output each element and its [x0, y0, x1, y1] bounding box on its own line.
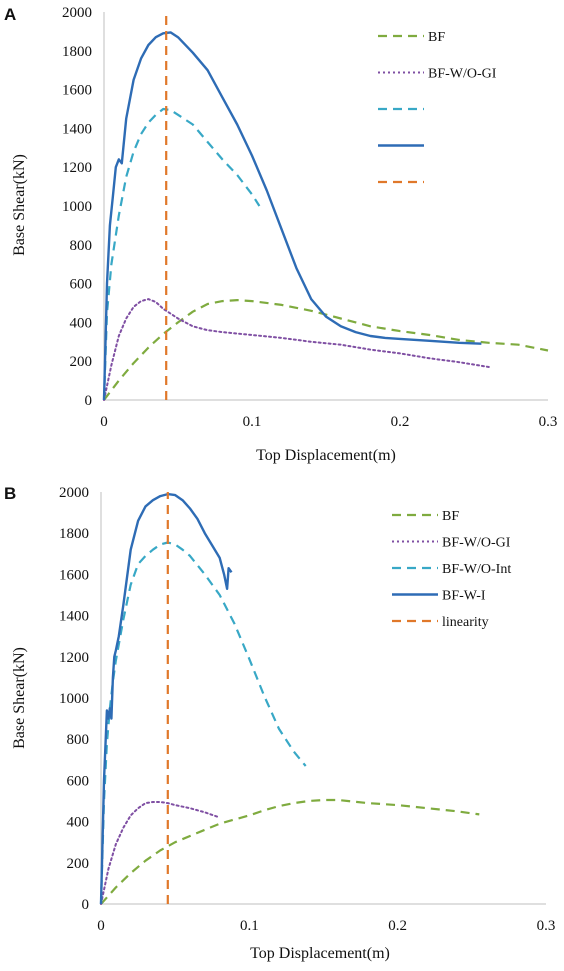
legend-label: linearity	[442, 615, 489, 630]
x-axis-title: Top Displacement(m)	[256, 447, 396, 464]
y-tick-label: 1800	[62, 44, 92, 60]
legend-label: BF-W/O-Int	[442, 562, 511, 577]
x-tick-label: 0.3	[539, 414, 558, 430]
y-tick-label: 1400	[62, 121, 92, 137]
legend-label: BF-W/O-GI	[428, 67, 497, 82]
series-line-bf	[100, 798, 480, 905]
y-axis-title: Base Shear(kN)	[11, 647, 28, 749]
y-tick-label: 1000	[62, 199, 92, 215]
x-tick-label: 0.2	[391, 414, 410, 430]
series-line-bf	[103, 299, 549, 401]
y-tick-label: 1400	[59, 609, 89, 625]
y-tick-label: 2000	[62, 5, 92, 21]
y-tick-label: 0	[85, 393, 93, 409]
y-tick-label: 1800	[59, 526, 89, 542]
series-line-bf-w-o-int	[102, 107, 261, 401]
y-tick-label: 1000	[59, 691, 89, 707]
y-tick-label: 1200	[59, 650, 89, 666]
y-tick-label: 400	[70, 315, 93, 331]
y-tick-label: 1600	[62, 83, 92, 99]
y-tick-label: 0	[82, 897, 90, 913]
y-tick-label: 200	[70, 354, 93, 370]
y-tick-label: 1600	[59, 567, 89, 583]
legend-label: BF-W/O-GI	[442, 536, 511, 551]
panel-letter: A	[4, 5, 16, 24]
series-line-bf-w-o-int	[99, 541, 307, 905]
x-tick-label: 0.1	[240, 918, 259, 934]
y-axis-title: Base Shear(kN)	[11, 154, 28, 256]
x-tick-label: 0.2	[388, 918, 407, 934]
legend-label: BF-W-I	[442, 589, 486, 604]
series-line-bf-w-i	[99, 492, 233, 905]
y-tick-label: 1200	[62, 160, 92, 176]
y-tick-label: 400	[67, 815, 90, 831]
y-tick-label: 600	[67, 773, 90, 789]
x-tick-label: 0.1	[243, 414, 262, 430]
chart-panel-b: B Base Shear(kN) Top Displacement(m) 0 20…	[4, 484, 555, 962]
y-tick-label: 800	[70, 238, 93, 254]
chart-panel-a: A Base Shear(kN) Top Displacement(m) 0 20…	[4, 5, 557, 464]
x-tick-label: 0	[97, 918, 105, 934]
x-tick-label: 0	[100, 414, 108, 430]
series-line-bf-w-i	[102, 31, 482, 401]
x-axis-title: Top Displacement(m)	[250, 945, 390, 962]
legend-label: BF	[442, 509, 459, 524]
y-tick-label: 200	[67, 856, 90, 872]
y-tick-label: 600	[70, 277, 93, 293]
series-line-bf-w-o-gi	[103, 298, 490, 401]
legend-label: BF	[428, 30, 445, 45]
y-tick-label: 800	[67, 732, 90, 748]
series-line-bf-w-o-gi	[100, 801, 221, 905]
panel-letter: B	[4, 484, 16, 503]
x-tick-label: 0.3	[537, 918, 556, 934]
y-tick-label: 2000	[59, 485, 89, 501]
